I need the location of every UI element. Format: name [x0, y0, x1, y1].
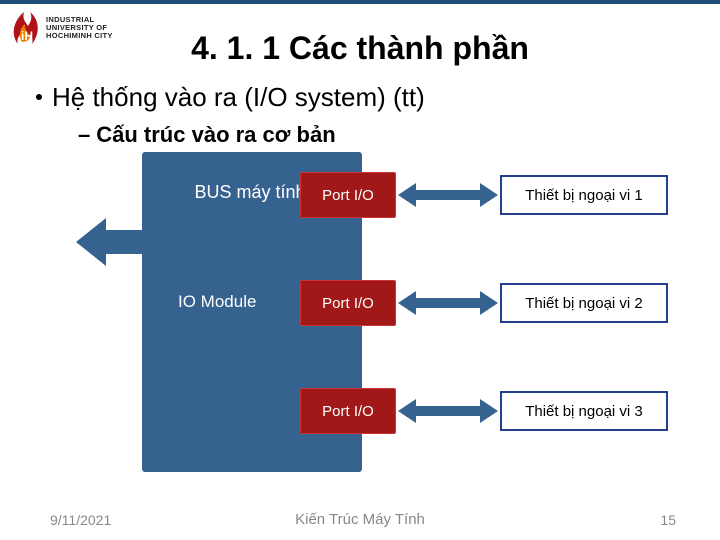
port-io-2: Port I/O	[300, 280, 396, 326]
bullet-dash-icon: –	[78, 122, 90, 147]
port-io-3: Port I/O	[300, 388, 396, 434]
bullet-dot-icon	[36, 94, 42, 100]
bullet-level1: Hệ thống vào ra (I/O system) (tt)	[36, 82, 425, 113]
peripheral-2: Thiết bị ngoại vi 2	[500, 283, 668, 323]
bullet-level2: –Cấu trúc vào ra cơ bản	[78, 122, 336, 148]
io-module-label: IO Module	[178, 292, 256, 312]
arrow-3-icon	[398, 397, 498, 430]
peripheral-1: Thiết bị ngoại vi 1	[500, 175, 668, 215]
arrow-1-icon	[398, 181, 498, 214]
slide: iH INDUSTRIAL UNIVERSITY OF HOCHIMINH CI…	[0, 0, 720, 540]
bullet1-text: Hệ thống vào ra (I/O system) (tt)	[52, 82, 425, 112]
bullet2-text: Cấu trúc vào ra cơ bản	[96, 122, 335, 147]
io-diagram: BUS máy tính IO Module Port I/O Port I/O…	[78, 152, 678, 472]
footer-center: Kiến Trúc Máy Tính	[0, 511, 720, 528]
arrow-2-icon	[398, 289, 498, 322]
footer-page-number: 15	[660, 512, 676, 528]
peripheral-3: Thiết bị ngoại vi 3	[500, 391, 668, 431]
port-io-1: Port I/O	[300, 172, 396, 218]
slide-title: 4. 1. 1 Các thành phần	[0, 30, 720, 67]
bus-arrow-icon	[76, 212, 216, 277]
